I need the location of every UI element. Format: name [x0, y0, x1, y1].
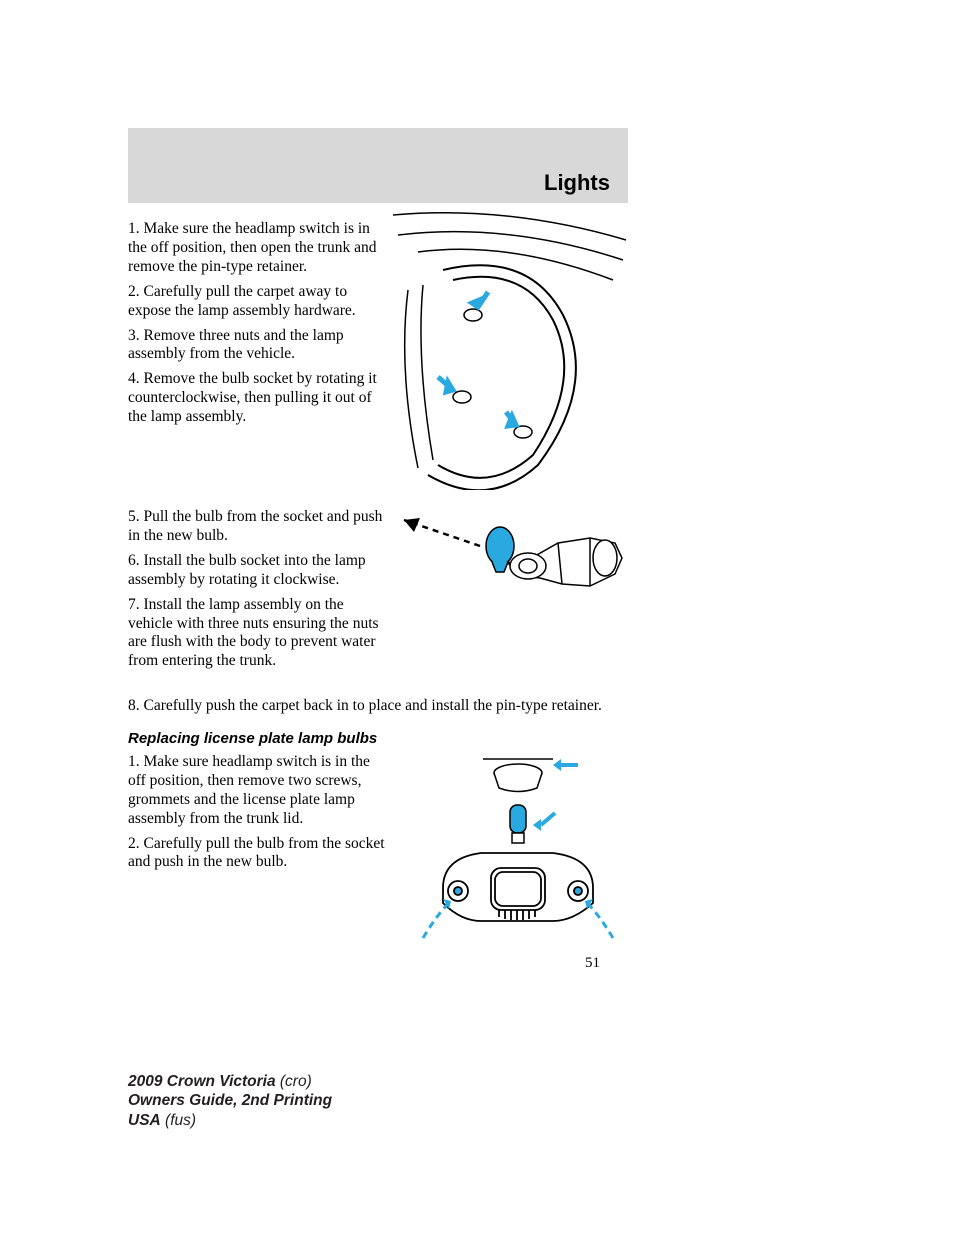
- block-1: 1. Make sure the headlamp switch is in t…: [128, 220, 628, 490]
- figure-bulb-socket: [390, 508, 630, 608]
- figure-trunk-lamp: [388, 210, 628, 490]
- license-step-1: 1. Make sure headlamp switch is in the o…: [128, 753, 386, 829]
- step-7: 7. Install the lamp assembly on the vehi…: [128, 596, 386, 672]
- step-5: 5. Pull the bulb from the socket and pus…: [128, 508, 386, 546]
- footer-code2: (fus): [161, 1112, 196, 1129]
- page-number: 51: [128, 955, 628, 972]
- license-step-2: 2. Carefully pull the bulb from the sock…: [128, 835, 386, 873]
- footer-meta: 2009 Crown Victoria (cro) Owners Guide, …: [128, 1072, 332, 1130]
- steps-5-7: 5. Pull the bulb from the socket and pus…: [128, 508, 386, 671]
- page-content: 1. Make sure the headlamp switch is in t…: [128, 220, 628, 943]
- figure-license-lamp: [403, 753, 628, 943]
- step-6: 6. Install the bulb socket into the lamp…: [128, 552, 386, 590]
- footer-line-2: Owners Guide, 2nd Printing: [128, 1091, 332, 1110]
- block-3: 1. Make sure headlamp switch is in the o…: [128, 753, 628, 943]
- step-4: 4. Remove the bulb socket by rotating it…: [128, 370, 386, 427]
- block-2: 5. Pull the bulb from the socket and pus…: [128, 508, 628, 693]
- footer-region: USA: [128, 1112, 161, 1129]
- step-8-full: 8. Carefully push the carpet back in to …: [128, 697, 628, 716]
- section-title: Lights: [544, 170, 610, 196]
- step-8: 8. Carefully push the carpet back in to …: [128, 697, 628, 716]
- step-3: 3. Remove three nuts and the lamp assemb…: [128, 327, 386, 365]
- header-bar: Lights: [128, 128, 628, 203]
- step-1: 1. Make sure the headlamp switch is in t…: [128, 220, 386, 277]
- footer-code1: (cro): [276, 1073, 312, 1090]
- footer-line-1: 2009 Crown Victoria (cro): [128, 1072, 332, 1091]
- subsection-heading: Replacing license plate lamp bulbs: [128, 730, 628, 747]
- step-2: 2. Carefully pull the carpet away to exp…: [128, 283, 386, 321]
- footer-model: 2009 Crown Victoria: [128, 1073, 276, 1090]
- footer-line-3: USA (fus): [128, 1111, 332, 1130]
- steps-1-4: 1. Make sure the headlamp switch is in t…: [128, 220, 386, 427]
- license-steps: 1. Make sure headlamp switch is in the o…: [128, 753, 386, 872]
